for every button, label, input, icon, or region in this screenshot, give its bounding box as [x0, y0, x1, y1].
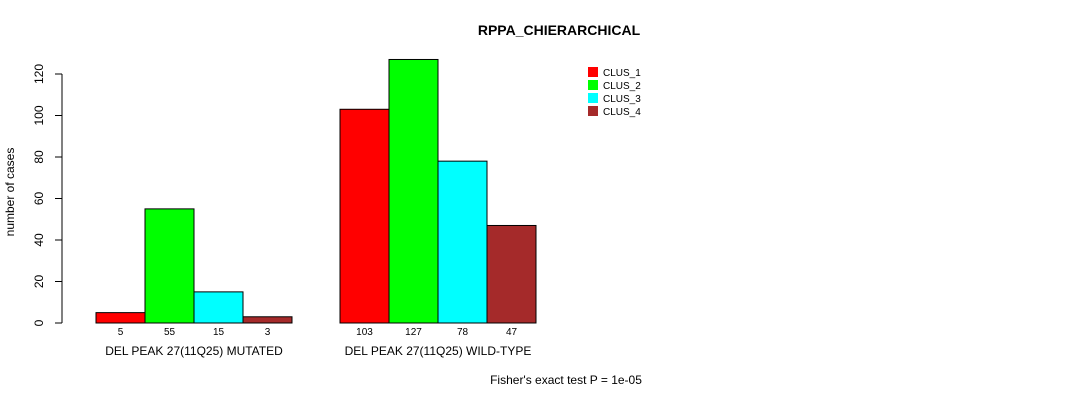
bar-clus-4	[242, 316, 293, 324]
y-tick-label: 100	[32, 105, 46, 125]
legend-label: CLUS_3	[603, 94, 641, 105]
bar-clus-1	[95, 312, 146, 324]
bar-clus-3	[193, 291, 244, 324]
y-tick-label: 20	[32, 275, 46, 289]
bar-clus-2	[388, 58, 439, 324]
y-tick-label: 60	[32, 192, 46, 206]
chart-title: RPPA_CHIERARCHICAL	[478, 22, 641, 38]
y-axis-label: number of cases	[3, 148, 17, 237]
fisher-test-annotation: Fisher's exact test P = 1e-05	[490, 373, 642, 387]
legend-swatch	[588, 80, 598, 90]
category-label: DEL PEAK 27(11Q25) MUTATED	[105, 344, 283, 358]
value-label: 127	[405, 327, 422, 338]
y-tick-label: 0	[32, 319, 46, 326]
bar-clus-4	[486, 224, 537, 324]
legend-swatch	[588, 106, 598, 116]
value-label: 47	[506, 327, 518, 338]
legend-label: CLUS_4	[603, 107, 641, 118]
value-label: 3	[265, 327, 271, 338]
bar-clus-2	[144, 208, 195, 324]
value-label: 55	[164, 327, 176, 338]
category-label: DEL PEAK 27(11Q25) WILD-TYPE	[345, 344, 532, 358]
value-labels: 5 55 15 3 103 127 78 47	[118, 327, 518, 338]
legend-label: CLUS_2	[603, 81, 641, 92]
legend-label: CLUS_1	[603, 68, 641, 79]
category-labels: DEL PEAK 27(11Q25) MUTATED DEL PEAK 27(11…	[105, 344, 531, 358]
legend-swatch	[588, 67, 598, 77]
value-label: 78	[457, 327, 469, 338]
value-label: 5	[118, 327, 124, 338]
value-label: 103	[356, 327, 373, 338]
y-tick-label: 40	[32, 233, 46, 247]
bars	[95, 58, 537, 324]
y-tick-label: 80	[32, 150, 46, 164]
y-axis: 0 20 40 60 80 100 120	[32, 64, 63, 326]
legend-swatch	[588, 93, 598, 103]
y-tick-label: 120	[32, 64, 46, 84]
bar-clus-1	[339, 108, 390, 324]
bar-clus-3	[437, 160, 488, 324]
value-label: 15	[213, 327, 225, 338]
legend: CLUS_1 CLUS_2 CLUS_3 CLUS_4	[588, 67, 641, 118]
